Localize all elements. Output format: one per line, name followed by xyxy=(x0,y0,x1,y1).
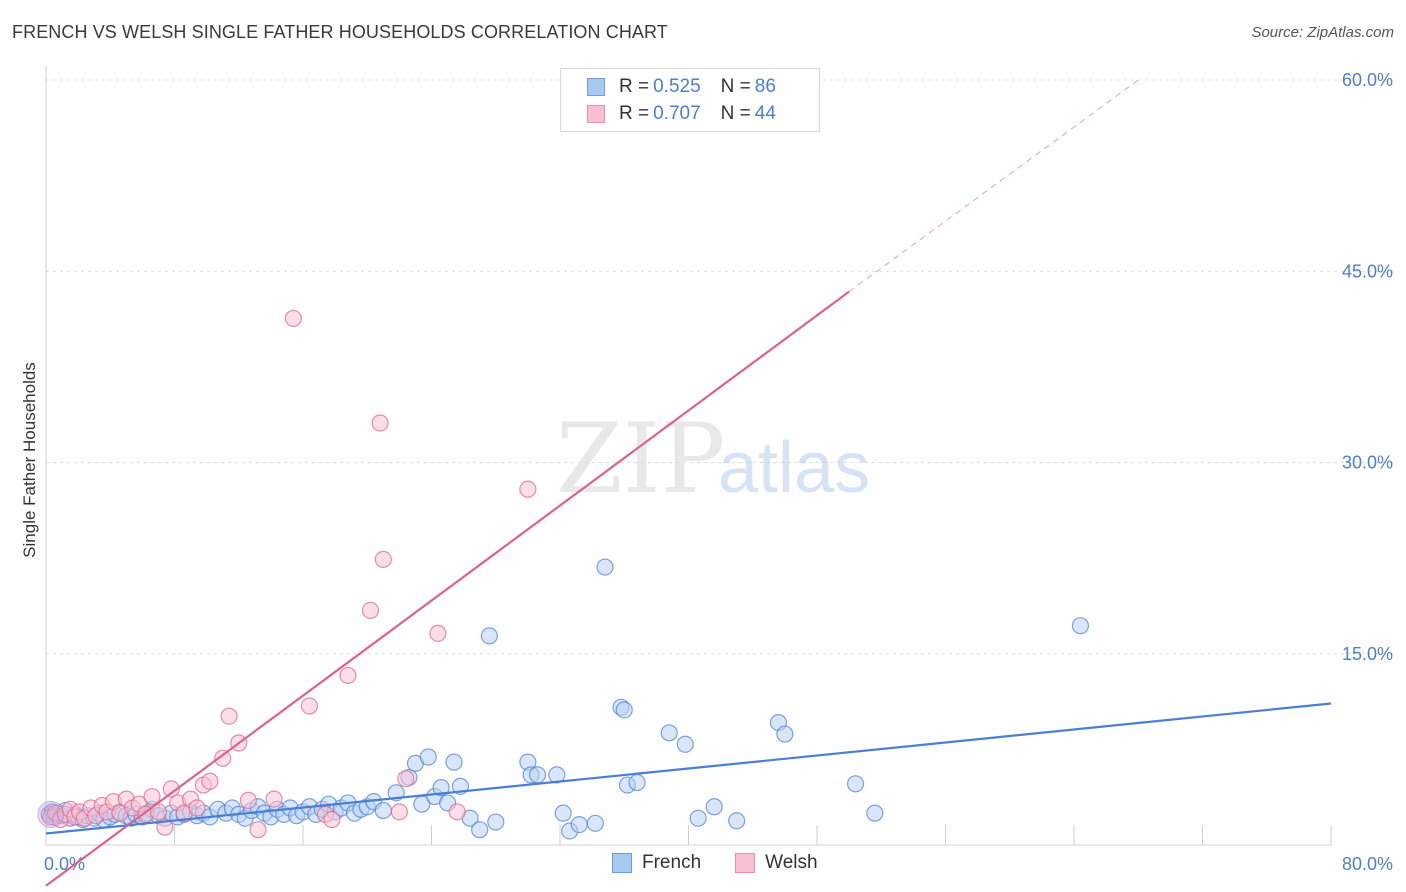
legend-swatch-welsh xyxy=(735,853,756,873)
data-point-welsh xyxy=(249,821,267,839)
data-point-welsh xyxy=(361,601,380,620)
data-point-welsh xyxy=(188,799,206,817)
r-value: 0.707 xyxy=(653,103,701,124)
data-point-welsh xyxy=(397,770,415,788)
data-point-welsh xyxy=(220,707,238,725)
data-point-french xyxy=(480,627,498,645)
data-point-french xyxy=(445,753,463,771)
y-tick-label: 60.0% xyxy=(1342,70,1393,90)
data-point-welsh xyxy=(143,787,161,806)
data-point-welsh xyxy=(429,624,447,642)
data-point-french xyxy=(528,766,547,784)
data-point-french xyxy=(676,735,694,753)
legend-swatch-french xyxy=(587,78,605,96)
trend-line-french xyxy=(45,702,1332,835)
r-value: 0.525 xyxy=(653,76,701,97)
data-point-french xyxy=(1071,617,1090,635)
data-point-welsh xyxy=(339,666,357,685)
n-label: N = xyxy=(720,76,751,97)
y-tick-label: 45.0% xyxy=(1342,261,1393,281)
data-point-welsh xyxy=(214,749,232,767)
data-point-welsh xyxy=(300,697,319,715)
data-point-french xyxy=(846,775,865,793)
legend-label-french: French xyxy=(642,852,702,873)
data-point-french xyxy=(374,801,392,820)
data-point-welsh xyxy=(156,818,174,836)
data-point-welsh xyxy=(390,803,408,821)
data-point-welsh xyxy=(239,791,257,809)
trend-line-welsh xyxy=(45,290,850,887)
data-point-welsh xyxy=(374,550,392,569)
legend-label-welsh: Welsh xyxy=(765,852,818,873)
data-point-welsh xyxy=(284,309,302,328)
series-legend: French Welsh xyxy=(612,852,852,874)
data-point-french xyxy=(705,798,723,816)
legend-row-french: R = 0.525 N = 86 xyxy=(587,75,776,99)
data-point-welsh xyxy=(162,780,180,798)
r-label: R = xyxy=(619,76,650,97)
data-point-french xyxy=(471,821,489,839)
data-point-french xyxy=(866,804,884,822)
watermark-atlas: atlas xyxy=(718,428,870,508)
data-point-french xyxy=(487,813,505,831)
chart-title: FRENCH VS WELSH SINGLE FATHER HOUSEHOLDS… xyxy=(12,22,668,42)
legend-item-welsh[interactable]: Welsh xyxy=(735,852,818,874)
data-point-welsh xyxy=(371,414,389,432)
n-value: 86 xyxy=(754,76,776,97)
n-label: N = xyxy=(720,103,751,124)
data-point-french xyxy=(615,701,633,719)
data-point-cluster xyxy=(37,800,65,828)
data-point-french xyxy=(554,804,572,822)
data-point-french xyxy=(689,809,707,827)
data-point-welsh xyxy=(519,480,537,498)
y-tick-label: 15.0% xyxy=(1342,644,1393,664)
legend-row-welsh: R = 0.707 N = 44 xyxy=(587,102,776,126)
watermark-zip: ZIP xyxy=(556,403,725,515)
n-value: 44 xyxy=(754,103,776,124)
data-point-welsh xyxy=(265,790,283,808)
trend-extension-welsh xyxy=(848,79,1139,293)
data-point-french xyxy=(776,725,794,743)
data-point-french xyxy=(596,558,614,576)
data-point-french xyxy=(728,812,746,830)
data-point-french xyxy=(419,748,437,766)
legend-swatch-welsh xyxy=(587,105,605,123)
legend-item-french[interactable]: French xyxy=(612,852,701,874)
legend-swatch-french xyxy=(612,853,632,873)
data-point-welsh xyxy=(448,803,466,821)
data-point-french xyxy=(660,724,678,742)
y-tick-label: 30.0% xyxy=(1342,453,1393,473)
data-point-welsh xyxy=(323,810,341,829)
data-point-french xyxy=(432,779,450,797)
x-tick-label: 80.0% xyxy=(1342,854,1393,874)
data-point-french xyxy=(628,773,646,792)
data-point-french xyxy=(570,815,588,834)
source-label: Source: ZipAtlas.com xyxy=(1251,24,1394,41)
x-tick-label: 0.0% xyxy=(44,854,85,874)
data-point-welsh xyxy=(201,772,219,790)
correlation-legend: R = 0.525 N = 86 R = 0.707 N = 44 xyxy=(560,68,820,132)
y-axis-title: Single Father Households xyxy=(20,362,39,558)
data-point-french xyxy=(586,814,604,832)
r-label: R = xyxy=(619,103,650,124)
